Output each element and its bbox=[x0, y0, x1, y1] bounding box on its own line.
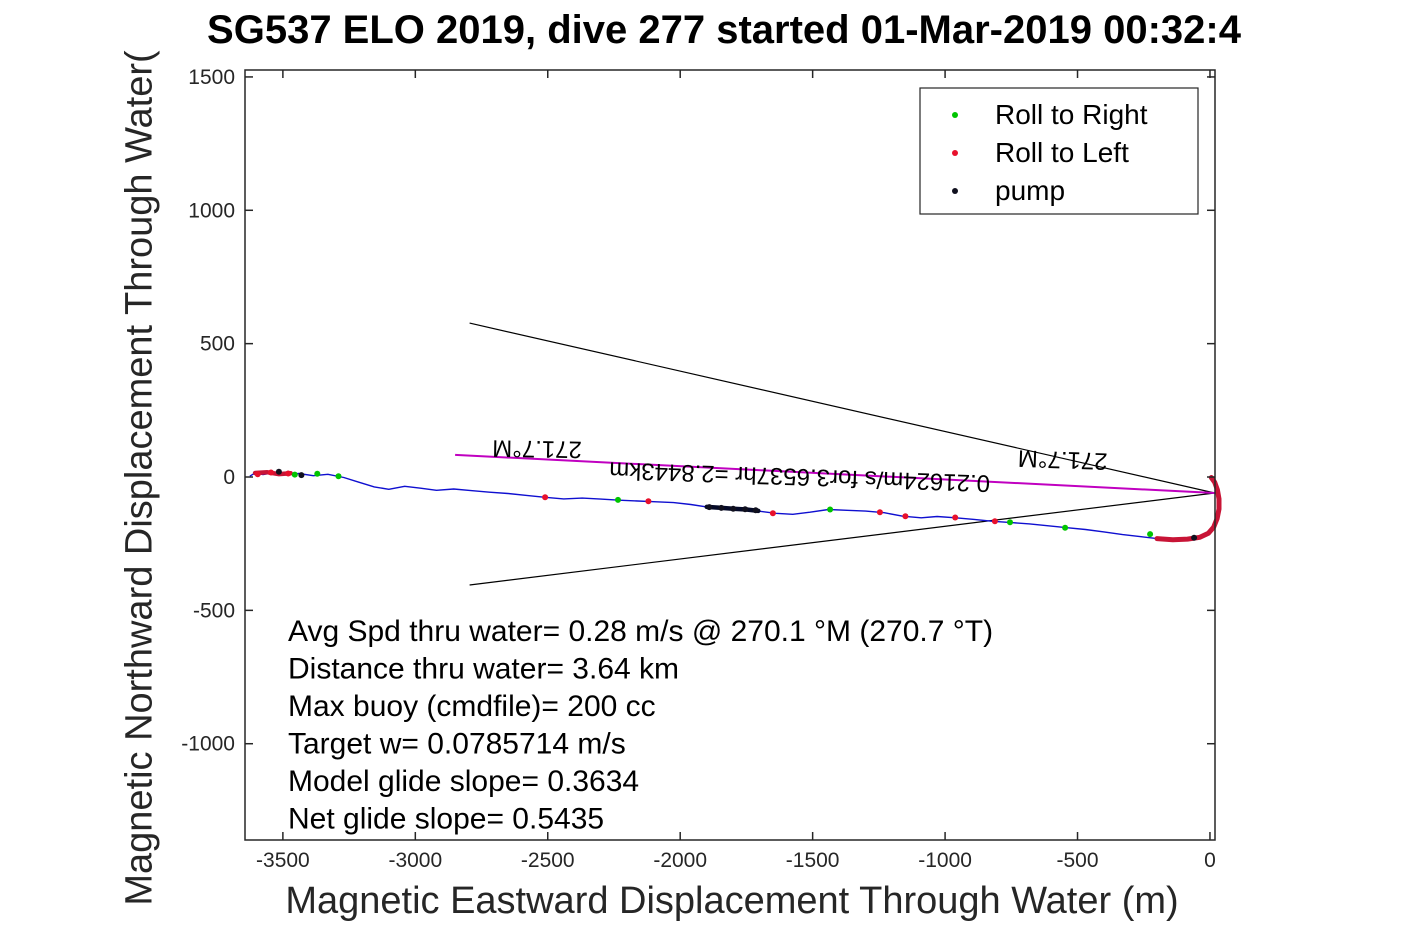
x-tick-label: -3500 bbox=[256, 849, 310, 872]
y-axis-label: Magnetic Northward Displacement Through … bbox=[118, 50, 161, 906]
roll-right-markers-dot bbox=[291, 471, 298, 478]
x-tick-label: -3000 bbox=[388, 849, 442, 872]
x-tick-label: -2500 bbox=[521, 849, 575, 872]
y-axis-ticks: -1000 -500 0 500 1000 1500 bbox=[181, 66, 1215, 756]
legend-label-2: pump bbox=[995, 175, 1065, 206]
pump-markers-dot bbox=[275, 468, 282, 475]
pump-markers-dot bbox=[752, 507, 759, 514]
legend-box bbox=[919, 87, 1199, 215]
x-axis-label: Magnetic Eastward Displacement Through W… bbox=[285, 880, 1179, 922]
roll-right-markers-dot bbox=[1062, 524, 1069, 531]
pump-markers-dot bbox=[1191, 534, 1198, 541]
stats-line-0: Avg Spd thru water= 0.28 m/s @ 270.1 °M … bbox=[288, 615, 993, 648]
x-tick-label: 0 bbox=[1204, 849, 1216, 872]
roll-left-markers-dot bbox=[285, 470, 292, 477]
roll-left-markers-dot bbox=[991, 518, 998, 525]
y-tick-label: -500 bbox=[193, 599, 235, 622]
x-tick-label: -2000 bbox=[653, 849, 707, 872]
stats-line-3: Target w= 0.0785714 m/s bbox=[288, 728, 626, 761]
y-tick-label: 1000 bbox=[188, 199, 235, 222]
legend-marker-1 bbox=[952, 150, 958, 156]
roll-right-markers-dot bbox=[827, 506, 834, 513]
y-tick-label: 500 bbox=[200, 333, 235, 356]
legend: Roll to Right Roll to Left pump bbox=[919, 87, 1199, 215]
x-axis-ticks: -3500 -3000 -2500 -2000 -1500 -1000 -500 0 bbox=[256, 70, 1216, 872]
annotation-0: 271.7°M bbox=[492, 434, 582, 463]
x-tick-label: -500 bbox=[1057, 849, 1099, 872]
stats-line-1: Distance thru water= 3.64 km bbox=[288, 653, 679, 686]
pump-markers-dot bbox=[706, 504, 713, 511]
legend-label-1: Roll to Left bbox=[995, 137, 1129, 168]
pump-markers-dot bbox=[742, 506, 749, 513]
roll-left-markers-dot bbox=[645, 498, 652, 505]
y-tick-label: 1500 bbox=[188, 66, 235, 89]
annotation-2: 271.7°M bbox=[1017, 444, 1108, 474]
roll-left-markers-dot bbox=[876, 509, 883, 516]
pump-markers bbox=[275, 468, 1198, 541]
legend-marker-2 bbox=[952, 188, 958, 194]
pump-markers-dot bbox=[298, 472, 305, 479]
stats-line-2: Max buoy (cmdfile)= 200 cc bbox=[288, 690, 656, 723]
stats-line-4: Model glide slope= 0.3634 bbox=[288, 765, 639, 798]
roll-left-markers-dot bbox=[952, 514, 959, 521]
x-tick-label: -1500 bbox=[786, 849, 840, 872]
roll-right-markers-dot bbox=[1147, 531, 1154, 538]
y-tick-label: 0 bbox=[223, 466, 235, 489]
y-tick-label: -1000 bbox=[181, 733, 235, 756]
chart-title: SG537 ELO 2019, dive 277 started 01-Mar-… bbox=[207, 8, 1241, 52]
roll-left-markers-dot bbox=[769, 510, 776, 517]
roll-right-markers bbox=[291, 470, 1154, 538]
roll-left-markers-dot bbox=[902, 513, 909, 520]
pump-markers-dot bbox=[718, 504, 725, 511]
roll-left-markers-dot bbox=[542, 494, 549, 501]
roll-left-markers-dot bbox=[268, 469, 274, 476]
roll-right-markers-dot bbox=[314, 470, 321, 477]
stats-line-5: Net glide slope= 0.5435 bbox=[288, 803, 604, 836]
roll-left-markers-dot bbox=[254, 471, 261, 478]
x-tick-label: -1000 bbox=[918, 849, 972, 872]
legend-label-0: Roll to Right bbox=[995, 99, 1148, 130]
roll-right-markers-dot bbox=[615, 496, 621, 503]
roll-right-markers-dot bbox=[335, 473, 342, 480]
mean-displacement-vector bbox=[455, 453, 1215, 494]
legend-marker-0 bbox=[952, 112, 958, 118]
roll-right-markers-dot bbox=[1007, 519, 1013, 526]
axes-box bbox=[244, 69, 1216, 841]
roll-left-markers bbox=[254, 469, 998, 525]
stats-text-block: Avg Spd thru water= 0.28 m/s @ 270.1 °M … bbox=[288, 615, 993, 836]
pump-markers-dot bbox=[730, 505, 737, 512]
